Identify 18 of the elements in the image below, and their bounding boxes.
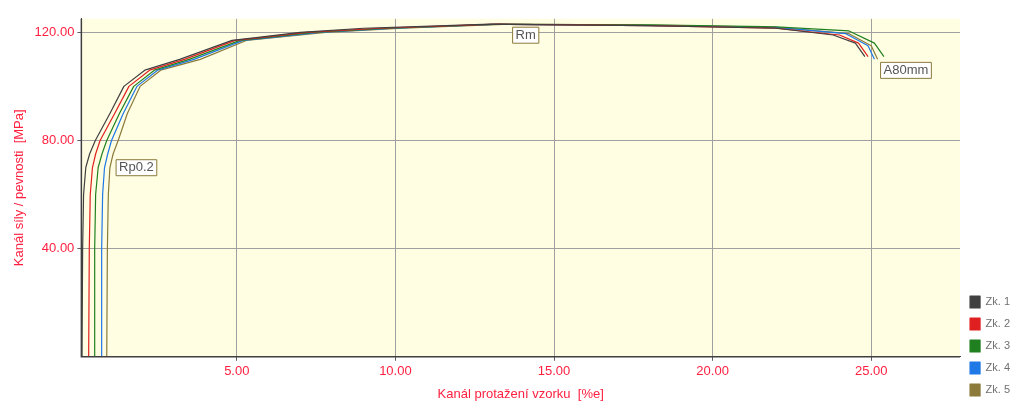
- y-tick-label: 120.00: [34, 23, 75, 39]
- annotation: Rp0.2: [119, 159, 154, 175]
- legend-label: Zk. 2: [985, 317, 1010, 330]
- x-tick-label: 5.00: [224, 363, 250, 379]
- x-axis-title: Kanál protažení vzorku [%e]: [437, 385, 604, 401]
- annotation: A80mm: [883, 61, 929, 77]
- legend-label: Zk. 3: [985, 339, 1010, 352]
- x-tick-label: 20.00: [696, 363, 729, 379]
- legend-label: Zk. 1: [985, 295, 1010, 308]
- legend-label: Zk. 4: [985, 361, 1010, 374]
- annotation: Rm: [515, 26, 536, 42]
- legend-label: Zk. 5: [985, 383, 1010, 396]
- x-tick-label: 25.00: [854, 363, 888, 379]
- y-axis-title: Kanál síly / pevnosti [MPa]: [11, 109, 27, 267]
- y-tick-label: 80.00: [41, 132, 75, 148]
- x-tick-label: 15.00: [537, 363, 571, 379]
- x-tick-label: 10.00: [379, 363, 412, 379]
- y-tick-label: 40.00: [41, 240, 75, 256]
